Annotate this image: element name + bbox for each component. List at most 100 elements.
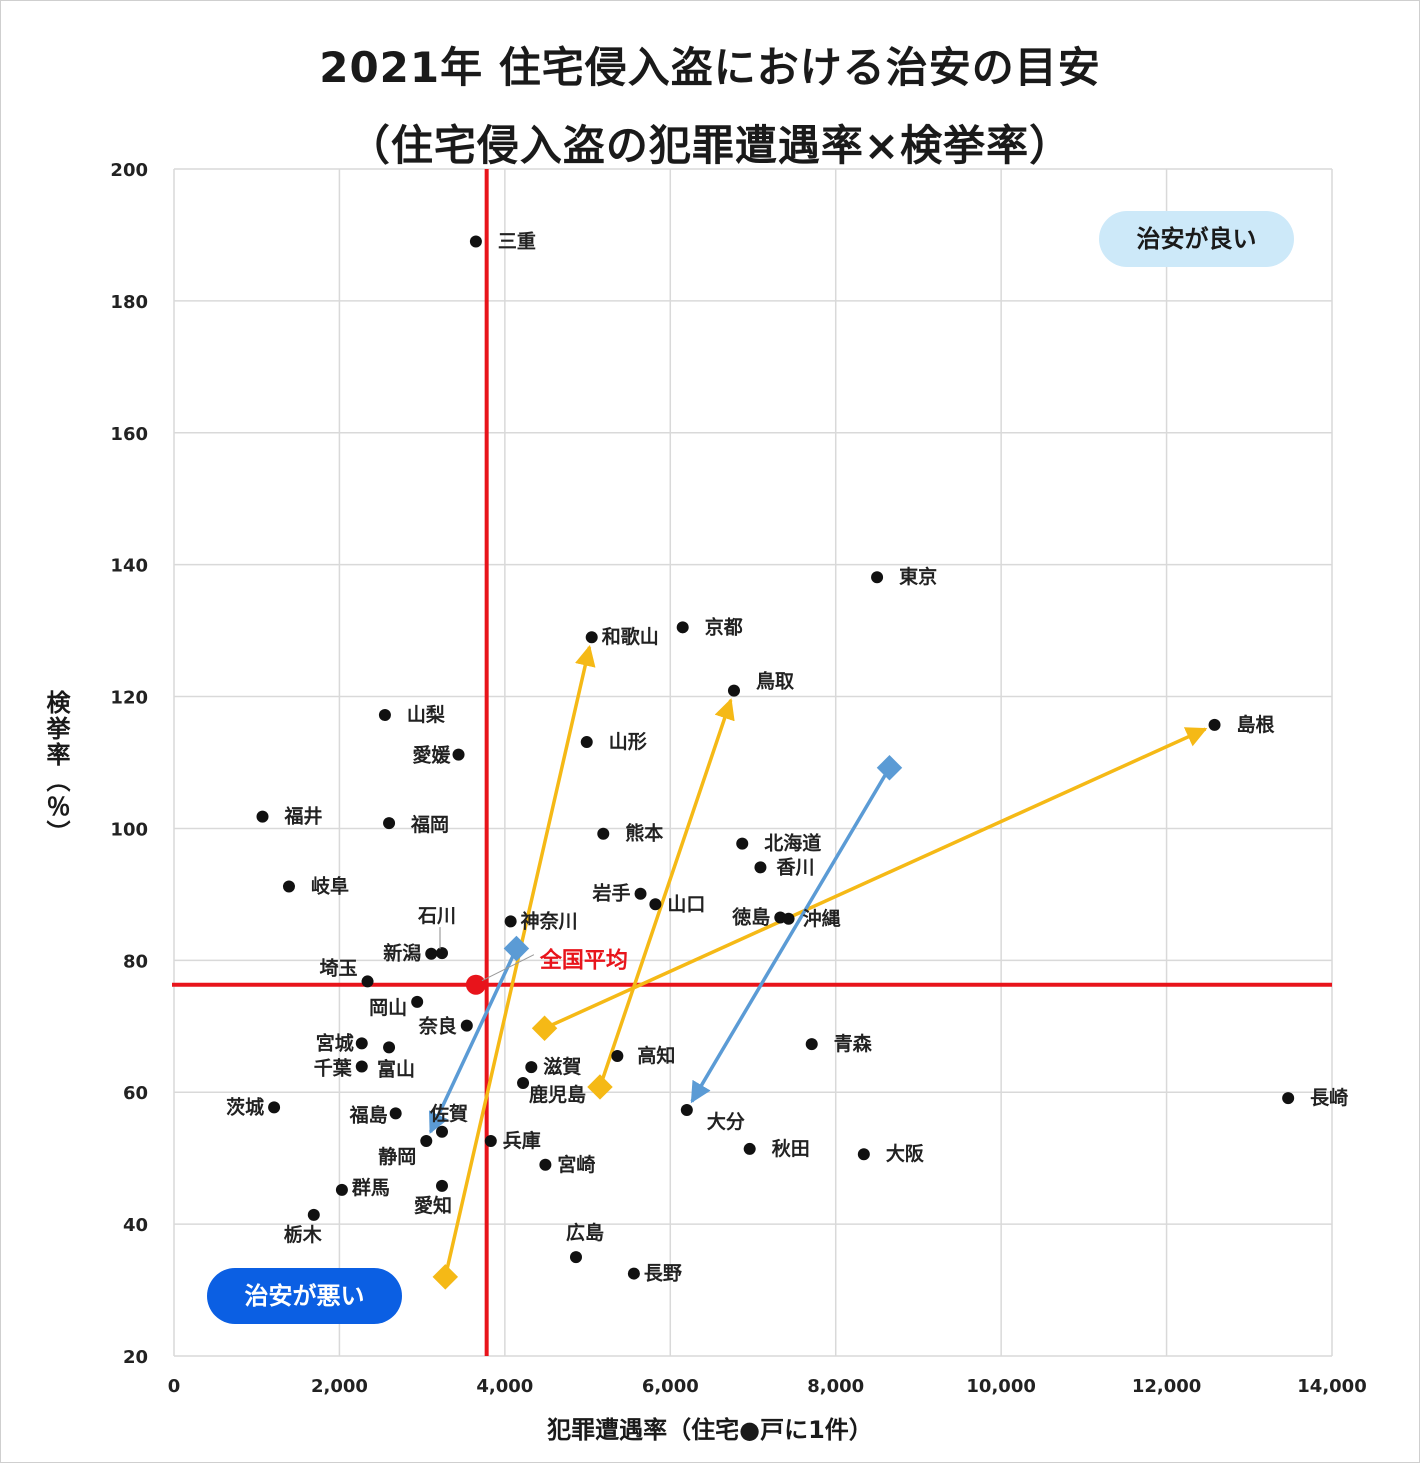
label-岐阜: 岐阜 bbox=[311, 874, 349, 897]
point-宮崎 bbox=[539, 1158, 552, 1171]
y-tick-label: 160 bbox=[110, 424, 148, 445]
label-長野: 長野 bbox=[644, 1263, 682, 1285]
movement-arrow-静岡 bbox=[428, 947, 519, 1134]
x-tick-label: 6,000 bbox=[642, 1376, 699, 1397]
label-北海道: 北海道 bbox=[764, 832, 821, 855]
x-tick-label: 10,000 bbox=[966, 1376, 1035, 1397]
point-北海道 bbox=[736, 837, 749, 850]
label-茨城: 茨城 bbox=[226, 1095, 264, 1118]
label-山梨: 山梨 bbox=[407, 703, 446, 726]
label-青森: 青森 bbox=[834, 1032, 873, 1055]
label-神奈川: 神奈川 bbox=[521, 909, 578, 932]
x-tick-label: 0 bbox=[168, 1376, 181, 1397]
label-熊本: 熊本 bbox=[625, 822, 663, 845]
label-富山: 富山 bbox=[377, 1057, 415, 1080]
label-奈良: 奈良 bbox=[418, 1015, 457, 1038]
point-奈良 bbox=[460, 1019, 473, 1032]
label-大阪: 大阪 bbox=[886, 1142, 925, 1165]
label-島根: 島根 bbox=[1237, 713, 1275, 736]
y-tick-label: 80 bbox=[123, 951, 148, 972]
label-石川: 石川 bbox=[417, 905, 456, 927]
point-静岡 bbox=[420, 1135, 433, 1148]
y-tick-label: 20 bbox=[123, 1347, 148, 1368]
label-群馬: 群馬 bbox=[351, 1176, 390, 1199]
label-鳥取: 鳥取 bbox=[756, 670, 794, 693]
x-tick-labels: 0 2,000 4,000 6,000 8,000 10,000 12,000 14,000 bbox=[168, 1376, 1367, 1397]
label-宮城: 宮城 bbox=[316, 1031, 354, 1054]
y-tick-label: 140 bbox=[110, 556, 148, 577]
point-香川 bbox=[754, 861, 767, 874]
point-埼玉 bbox=[361, 975, 374, 988]
label-京都: 京都 bbox=[705, 615, 743, 638]
point-兵庫 bbox=[484, 1135, 497, 1148]
label-福島: 福島 bbox=[349, 1103, 388, 1126]
y-tick-label: 40 bbox=[123, 1215, 148, 1236]
movement-origin-marker bbox=[587, 1074, 613, 1100]
point-福岡 bbox=[383, 817, 396, 830]
label-岡山: 岡山 bbox=[369, 997, 407, 1019]
movement-origin-marker bbox=[503, 935, 530, 962]
point-佐賀 bbox=[435, 1125, 448, 1138]
y-tick-label: 180 bbox=[110, 292, 148, 313]
point-和歌山 bbox=[585, 631, 598, 644]
label-和歌山: 和歌山 bbox=[602, 625, 659, 648]
x-tick-label: 12,000 bbox=[1132, 1376, 1201, 1397]
label-兵庫: 兵庫 bbox=[503, 1129, 541, 1152]
point-三重 bbox=[469, 235, 482, 248]
movement-arrow-島根 bbox=[543, 727, 1208, 1030]
point-岡山 bbox=[411, 995, 424, 1008]
label-愛媛: 愛媛 bbox=[413, 744, 452, 767]
movement-origin-marker bbox=[432, 1264, 459, 1290]
label-東京: 東京 bbox=[899, 565, 937, 588]
y-tick-labels: 20 40 60 80 100 120 140 160 180 200 bbox=[110, 160, 148, 1368]
movement-origin-marker bbox=[876, 755, 903, 781]
movement-origin-marker bbox=[531, 1015, 558, 1041]
point-鹿児島 bbox=[517, 1076, 530, 1089]
x-axis-title: 犯罪遭遇率（住宅●戸に1件） bbox=[547, 1416, 873, 1444]
bad-security-badge: 治安が悪い bbox=[207, 1268, 402, 1324]
label-沖縄: 沖縄 bbox=[803, 907, 841, 930]
label-山形: 山形 bbox=[609, 731, 647, 753]
movement-arrow-大分 bbox=[690, 766, 891, 1104]
point-島根 bbox=[1208, 718, 1221, 731]
label-宮崎: 宮崎 bbox=[557, 1153, 595, 1176]
label-高知: 高知 bbox=[637, 1044, 675, 1067]
good-security-badge: 治安が良い bbox=[1099, 211, 1294, 267]
point-長崎 bbox=[1282, 1092, 1295, 1105]
point-山梨 bbox=[378, 709, 391, 722]
point-愛媛 bbox=[452, 748, 465, 761]
chart-title-line1: 2021年 住宅侵入盗における治安の目安 bbox=[319, 43, 1101, 92]
y-tick-label: 120 bbox=[110, 688, 148, 709]
data-points bbox=[256, 235, 1295, 1280]
label-鹿児島: 鹿児島 bbox=[529, 1083, 586, 1106]
point-東京 bbox=[871, 571, 884, 584]
grid-lines bbox=[173, 168, 1333, 1357]
x-tick-label: 14,000 bbox=[1297, 1376, 1366, 1397]
label-新潟: 新潟 bbox=[383, 942, 421, 965]
point-石川 bbox=[435, 947, 448, 960]
point-高知 bbox=[611, 1049, 624, 1062]
label-栃木: 栃木 bbox=[284, 1223, 323, 1246]
point-新潟 bbox=[425, 947, 438, 960]
label-三重: 三重 bbox=[498, 231, 536, 253]
point-熊本 bbox=[597, 827, 610, 840]
point-宮城 bbox=[355, 1037, 368, 1050]
point-茨城 bbox=[268, 1101, 281, 1114]
label-福井: 福井 bbox=[284, 805, 323, 828]
average-leader-line bbox=[481, 954, 535, 982]
point-京都 bbox=[676, 621, 689, 634]
movement-arrow-和歌山 bbox=[443, 644, 596, 1278]
point-福井 bbox=[256, 810, 269, 823]
point-栃木 bbox=[307, 1208, 320, 1221]
point-山形 bbox=[580, 736, 593, 749]
label-秋田: 秋田 bbox=[772, 1137, 810, 1160]
point-大分 bbox=[680, 1104, 693, 1117]
point-山口 bbox=[649, 898, 662, 911]
point-富山 bbox=[383, 1041, 396, 1054]
label-岩手: 岩手 bbox=[591, 882, 630, 905]
movement-arrows bbox=[428, 644, 1208, 1290]
y-tick-label: 200 bbox=[110, 160, 148, 181]
average-lines bbox=[172, 169, 1332, 1356]
